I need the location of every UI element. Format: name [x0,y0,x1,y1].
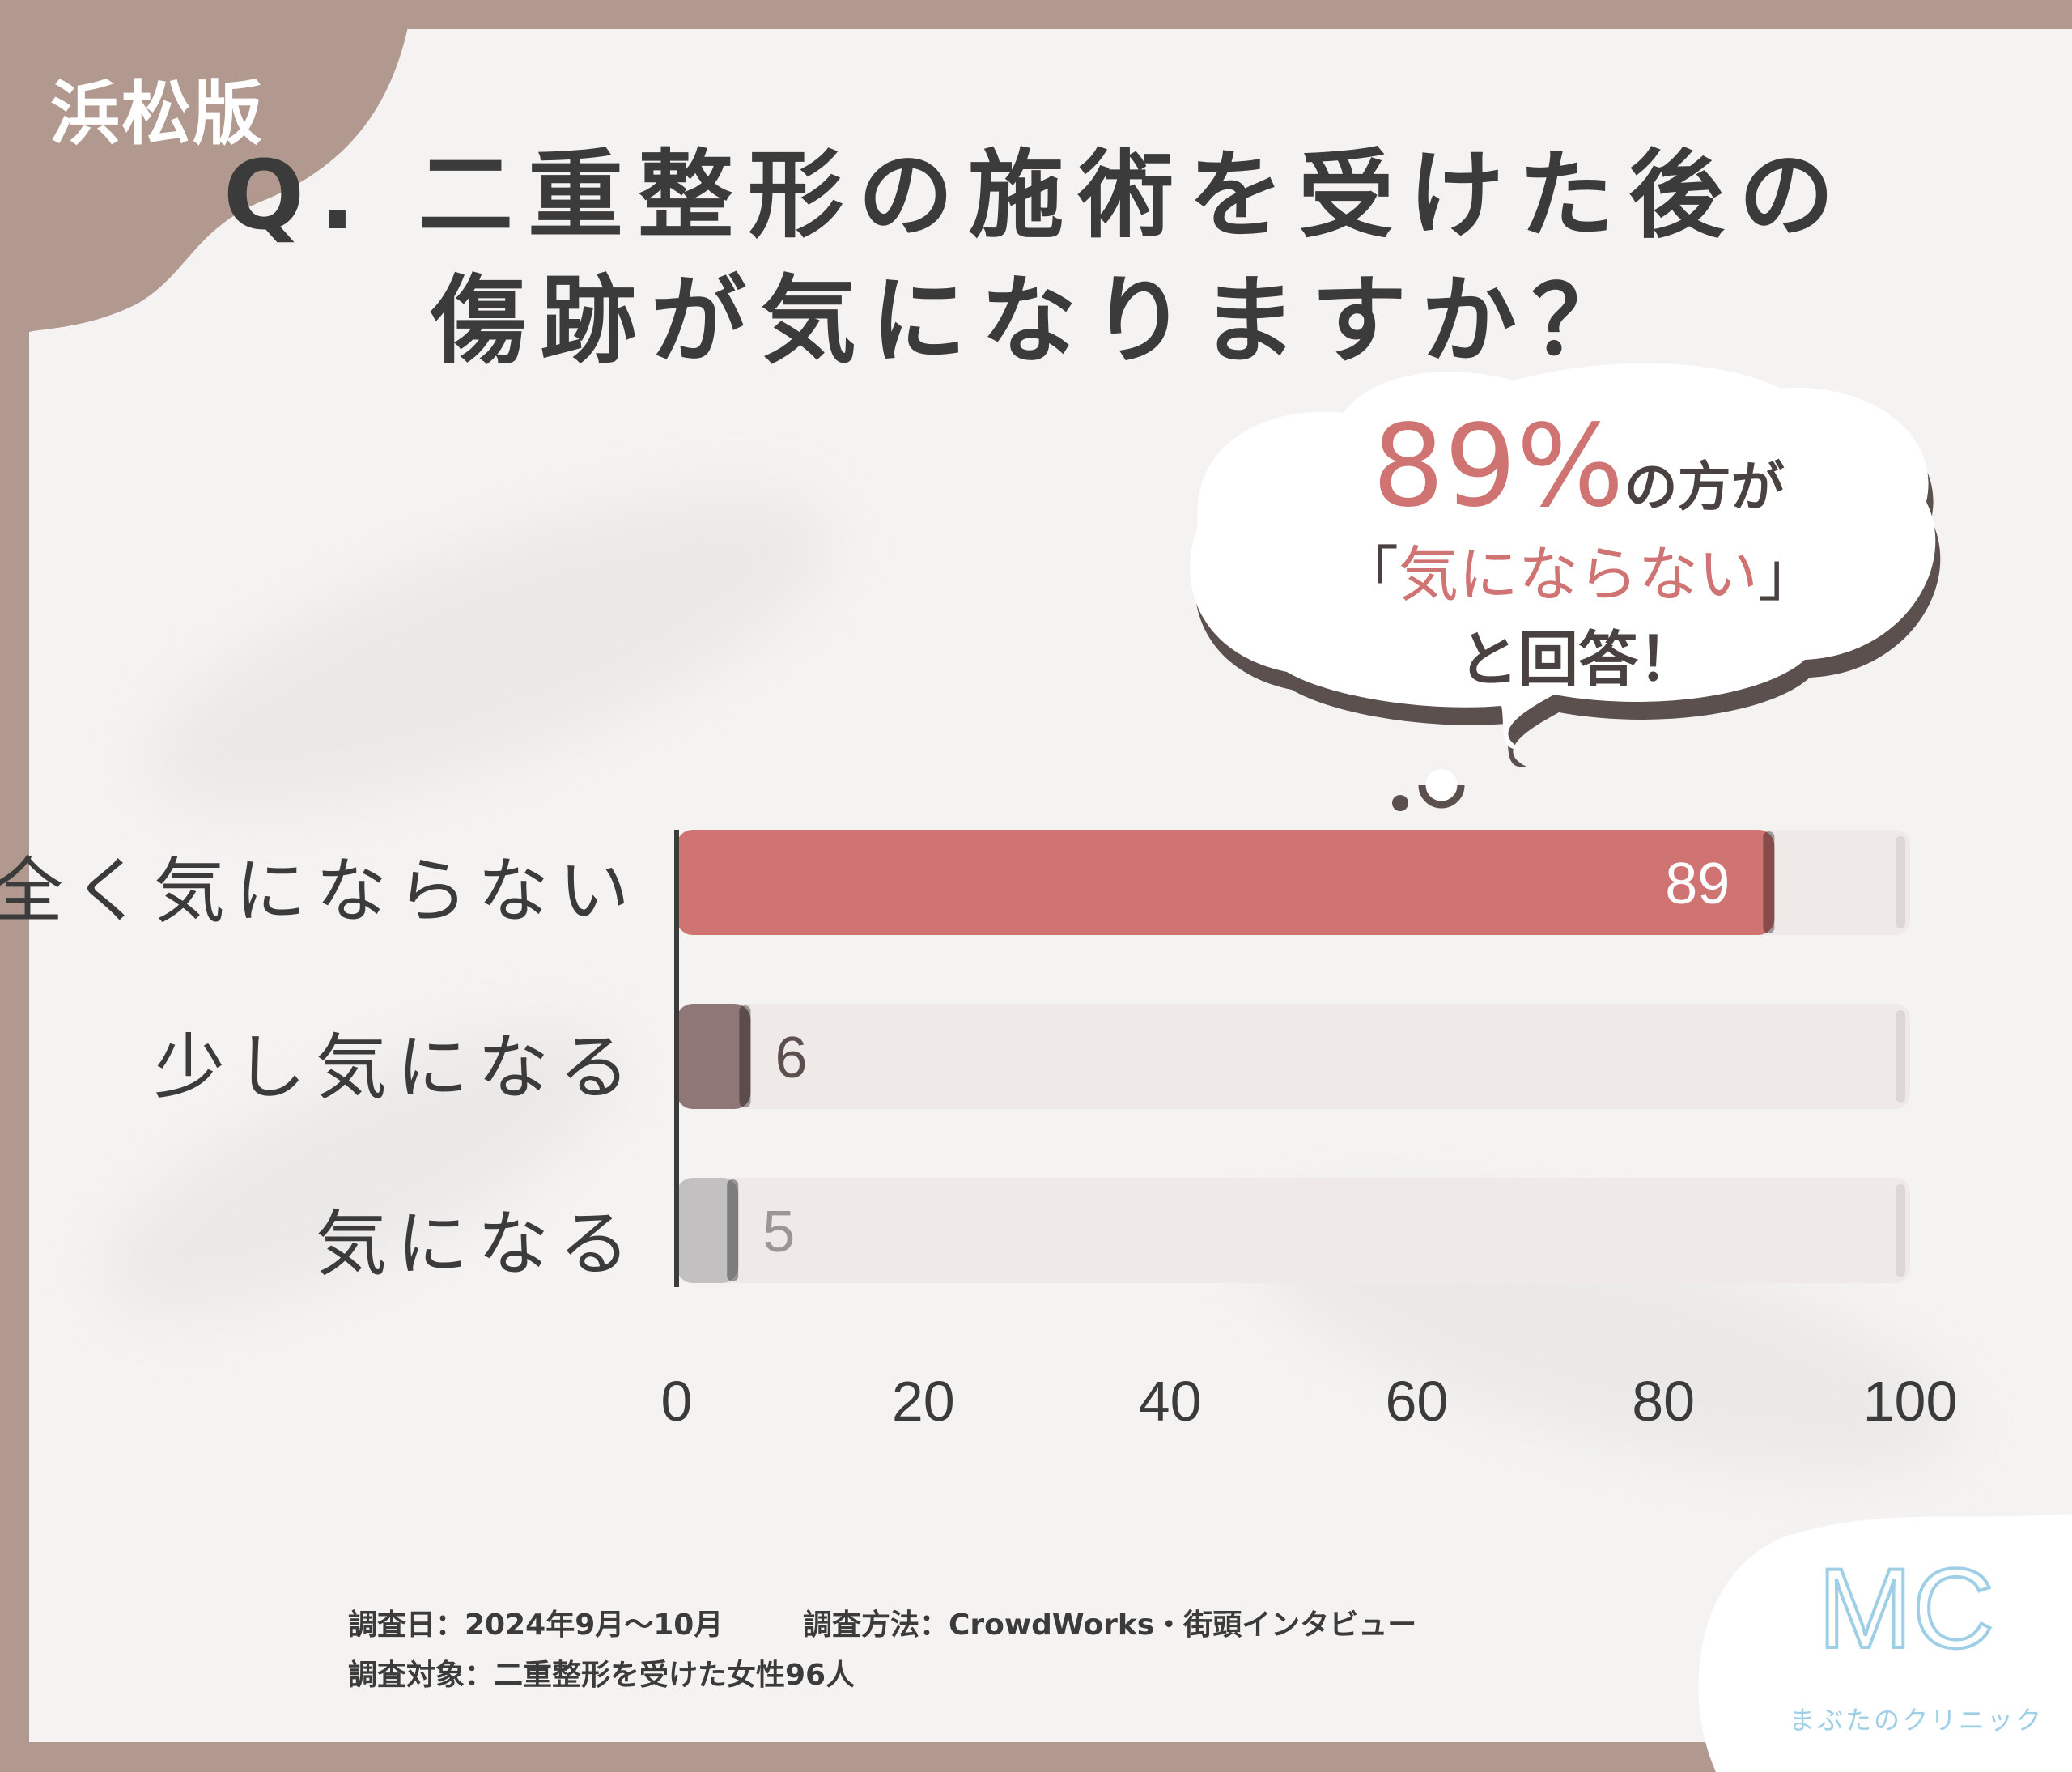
x-tick-label-0: 0 [661,1370,693,1433]
bar-track-edge-0 [1896,836,1905,928]
callout-line2: 「気にならない」 [1174,526,1983,613]
survey-date: 調査日：2024年9月～10月 [348,1608,724,1642]
speech-bubble [1190,363,1941,811]
callout-percent: 89% [1372,401,1624,533]
survey-method: 調査方法：CrowdWorks・街頭インタビュー [803,1608,1417,1642]
x-tick-label-3: 60 [1385,1370,1448,1433]
callout-quote: 気にならない [1399,540,1758,610]
question-title-line2: 傷跡が気になりますか？ [430,265,1641,376]
bar-track-2 [677,1178,1910,1283]
data-label-2: 5 [762,1200,795,1264]
callout-line3: と回答！ [1458,625,1698,695]
bar-edge-2 [727,1179,739,1281]
callout-close-bracket: 」 [1758,540,1818,610]
category-label-1: 少し気になる [153,1026,639,1109]
bar-track-edge-2 [1896,1184,1905,1277]
x-tick-label-4: 80 [1632,1370,1695,1433]
bar-edge-1 [739,1005,751,1107]
bar-track-edge-1 [1896,1010,1905,1103]
category-label-0: 全く気にならない [0,849,639,933]
bar-0 [677,830,1775,935]
question-title-line1: Q. 二重整形の施術を受けた後の [223,139,1849,251]
bar-2 [677,1178,739,1283]
callout-line1-rest: の方が [1624,456,1785,518]
bar-edge-0 [1763,831,1775,933]
bar-1 [677,1004,751,1109]
corner-badge [0,0,413,332]
region-badge-label: 浜松版 [50,74,264,155]
callout-line1: 89%の方が [1174,401,1983,533]
data-label-0: 89 [1665,852,1730,916]
bar-chart: 89 6 5 0 20 40 60 80 100 [661,830,1958,1433]
bar-track-1 [677,1004,1910,1109]
category-label-2: 気になる [315,1202,639,1285]
x-tick-label-5: 100 [1863,1370,1958,1433]
survey-target: 調査対象：二重整形を受けた女性96人 [348,1659,856,1692]
brand-name: まぶたのクリニック [1789,1705,2044,1736]
x-tick-label-2: 40 [1139,1370,1202,1433]
data-label-1: 6 [775,1026,807,1090]
x-tick-label-1: 20 [892,1370,955,1433]
brand-mark: MC [1818,1545,1994,1672]
callout-open-bracket: 「 [1339,540,1399,610]
